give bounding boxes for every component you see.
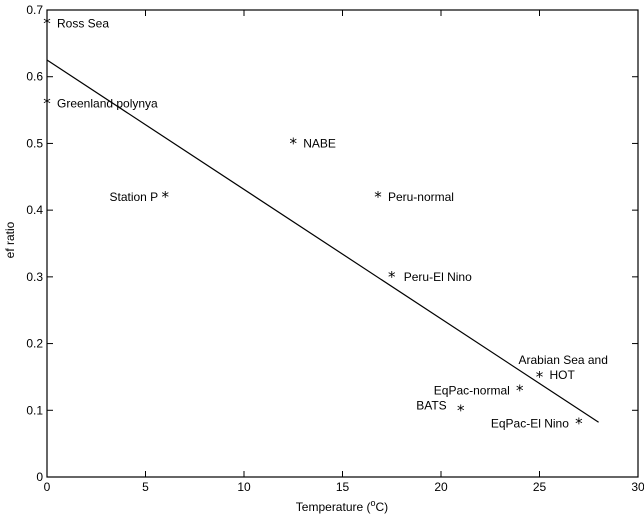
y-tick-label: 0.5 bbox=[26, 136, 43, 150]
point-label: Station P bbox=[109, 190, 158, 204]
point-label: EqPac-normal bbox=[434, 383, 510, 397]
data-point-eqpac-el-nino: * EqPac-El Nino bbox=[491, 415, 583, 433]
point-label: BATS bbox=[416, 398, 446, 412]
x-axis-label: Temperature (oC) bbox=[296, 498, 388, 514]
x-tick-label: 30 bbox=[631, 480, 644, 494]
x-tick-label: 20 bbox=[434, 480, 448, 494]
x-tick-label: 25 bbox=[533, 480, 547, 494]
point-marker: * bbox=[457, 401, 465, 419]
regression-line bbox=[46, 59, 599, 423]
y-tick-label: 0.6 bbox=[26, 70, 43, 84]
point-marker: * bbox=[516, 381, 524, 399]
data-point-peru-normal: * Peru-normal bbox=[374, 188, 454, 206]
x-tick-label: 10 bbox=[237, 480, 251, 494]
x-tick-label: 15 bbox=[336, 480, 350, 494]
y-tick-label: 0.2 bbox=[26, 337, 43, 351]
data-point-bats: * BATS bbox=[416, 398, 465, 419]
point-label: Peru-El Nino bbox=[404, 270, 472, 284]
point-marker: * bbox=[388, 268, 396, 286]
x-axis-label-superscript: o bbox=[371, 498, 376, 508]
y-tick-label: 0 bbox=[36, 470, 43, 484]
plot-frame bbox=[46, 9, 639, 478]
y-axis-label: ef ratio bbox=[3, 221, 17, 258]
point-label: NABE bbox=[303, 136, 336, 150]
y-tick-label: 0.4 bbox=[26, 203, 43, 217]
point-marker: * bbox=[43, 14, 51, 32]
point-label: Greenland polynya bbox=[57, 96, 158, 110]
data-point-ross-sea: * Ross Sea bbox=[43, 14, 109, 32]
y-tick-label: 0.3 bbox=[26, 270, 43, 284]
x-tick-label: 0 bbox=[44, 480, 51, 494]
point-marker: * bbox=[575, 415, 583, 433]
point-marker: * bbox=[161, 188, 169, 206]
point-marker: * bbox=[374, 188, 382, 206]
data-point-greenland-polynya: * Greenland polynya bbox=[43, 94, 158, 112]
x-axis-label-text: Temperature ( bbox=[296, 500, 371, 514]
data-point-station-p: *Station P bbox=[109, 188, 169, 206]
data-point-nabe: * NABE bbox=[290, 134, 336, 152]
y-tick-label: 0.7 bbox=[26, 3, 43, 17]
point-label: Peru-normal bbox=[388, 190, 454, 204]
point-label: EqPac-El Nino bbox=[491, 417, 569, 431]
point-label: Ross Sea bbox=[57, 16, 109, 30]
point-marker: * bbox=[536, 368, 544, 386]
point-label: Arabian Sea and HOT bbox=[519, 353, 608, 382]
data-point-eqpac-normal: * EqPac-normal bbox=[434, 381, 524, 399]
y-tick-label: 0.1 bbox=[26, 403, 43, 417]
x-tick-label: 5 bbox=[142, 480, 149, 494]
point-marker: * bbox=[43, 94, 51, 112]
point-marker: * bbox=[290, 134, 298, 152]
data-point-arabian-sea-and-hot: *Arabian Sea and HOT bbox=[519, 353, 608, 386]
data-point-peru-el-nino: * Peru-El Nino bbox=[388, 268, 472, 286]
x-axis-label-unit: C) bbox=[376, 500, 389, 514]
